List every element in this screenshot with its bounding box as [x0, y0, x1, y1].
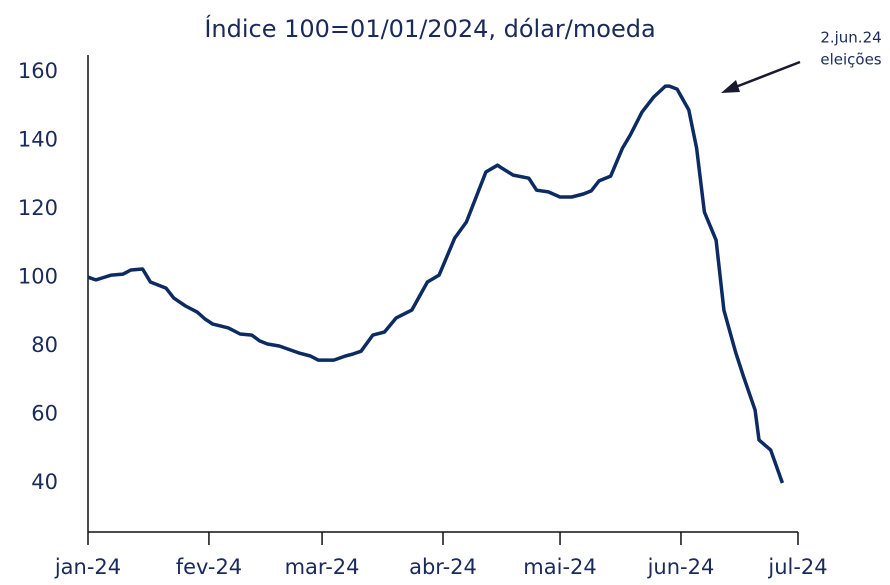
x-tick-label: abr-24 — [409, 555, 477, 579]
x-tick-label: mai-24 — [523, 555, 596, 579]
y-tick-label: 40 — [31, 470, 58, 494]
y-tick-label: 80 — [31, 333, 58, 357]
x-tick-label: jun-24 — [647, 555, 715, 579]
annotation-date: 2.jun.24 — [820, 29, 881, 47]
x-tick-label: jul-24 — [767, 555, 827, 579]
arrow-head — [721, 80, 740, 93]
annotation-text: eleições — [820, 51, 881, 69]
y-tick-label: 60 — [31, 402, 58, 426]
y-tick-label: 120 — [18, 196, 58, 220]
y-tick-label: 100 — [18, 265, 58, 289]
x-tick-label: fev-24 — [176, 555, 242, 579]
annotation-arrow — [732, 60, 801, 90]
y-tick-label: 160 — [18, 59, 58, 83]
x-tick-label: mar-24 — [285, 555, 360, 579]
chart-title: Índice 100=01/01/2024, dólar/moeda — [204, 14, 655, 43]
x-tick-label: jan-24 — [54, 555, 121, 579]
data-line — [87, 84, 785, 484]
y-tick-label: 140 — [18, 128, 58, 152]
